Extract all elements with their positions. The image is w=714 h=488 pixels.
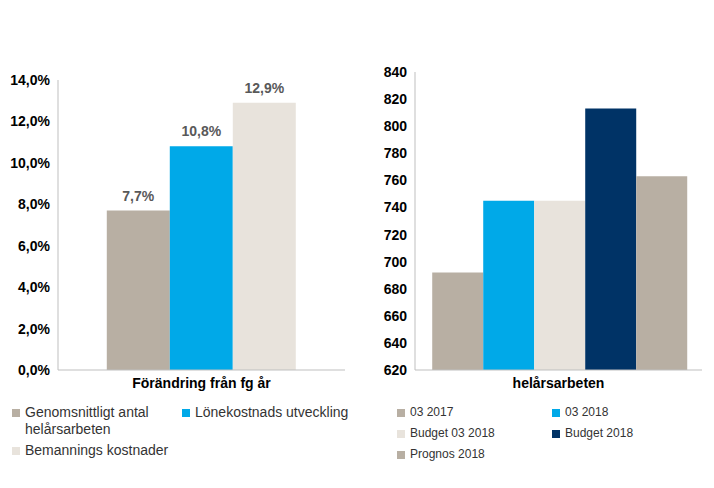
svg-text:Förändring från fg år: Förändring från fg år — [132, 375, 271, 391]
html-text:Lönekostnads utveckling: Lönekostnads utveckling — [195, 404, 349, 420]
svg-text:10,0%: 10,0% — [10, 155, 50, 171]
svg-text:780: 780 — [384, 145, 408, 161]
svg-text:620: 620 — [384, 362, 408, 378]
svg-text:12,9%: 12,9% — [244, 80, 284, 96]
svg-text:6,0%: 6,0% — [18, 238, 50, 254]
svg-text:840: 840 — [384, 64, 408, 80]
html-text:Budget 03 2018: Budget 03 2018 — [410, 426, 495, 440]
svg-text:12,0%: 12,0% — [10, 113, 50, 129]
svg-text:2,0%: 2,0% — [18, 321, 50, 337]
svg-text:helårsarbeten: helårsarbeten — [513, 375, 605, 391]
html-text:Prognos 2018: Prognos 2018 — [410, 447, 485, 461]
svg-text:660: 660 — [384, 308, 408, 324]
svg-text:760: 760 — [384, 172, 408, 188]
html-text:03 2018: 03 2018 — [565, 405, 609, 419]
svg-text:7,7%: 7,7% — [122, 188, 154, 204]
svg-text:640: 640 — [384, 335, 408, 351]
html-text:Bemannings kostnader: Bemannings kostnader — [25, 442, 169, 458]
svg-text:820: 820 — [384, 91, 408, 107]
html-text:Budget 2018: Budget 2018 — [565, 426, 634, 440]
svg-text:720: 720 — [384, 227, 408, 243]
svg-text:10,8%: 10,8% — [181, 123, 221, 139]
svg-text:4,0%: 4,0% — [18, 279, 50, 295]
svg-text:740: 740 — [384, 199, 408, 215]
svg-text:680: 680 — [384, 281, 408, 297]
svg-text:0,0%: 0,0% — [18, 362, 50, 378]
svg-text:800: 800 — [384, 118, 408, 134]
html-text:03 2017: 03 2017 — [410, 405, 454, 419]
svg-text:8,0%: 8,0% — [18, 196, 50, 212]
html-text:Genomsnittligt antal helårsarb: Genomsnittligt antal helårsarbeten — [25, 404, 149, 437]
svg-text:700: 700 — [384, 254, 408, 270]
svg-text:14,0%: 14,0% — [10, 72, 50, 88]
